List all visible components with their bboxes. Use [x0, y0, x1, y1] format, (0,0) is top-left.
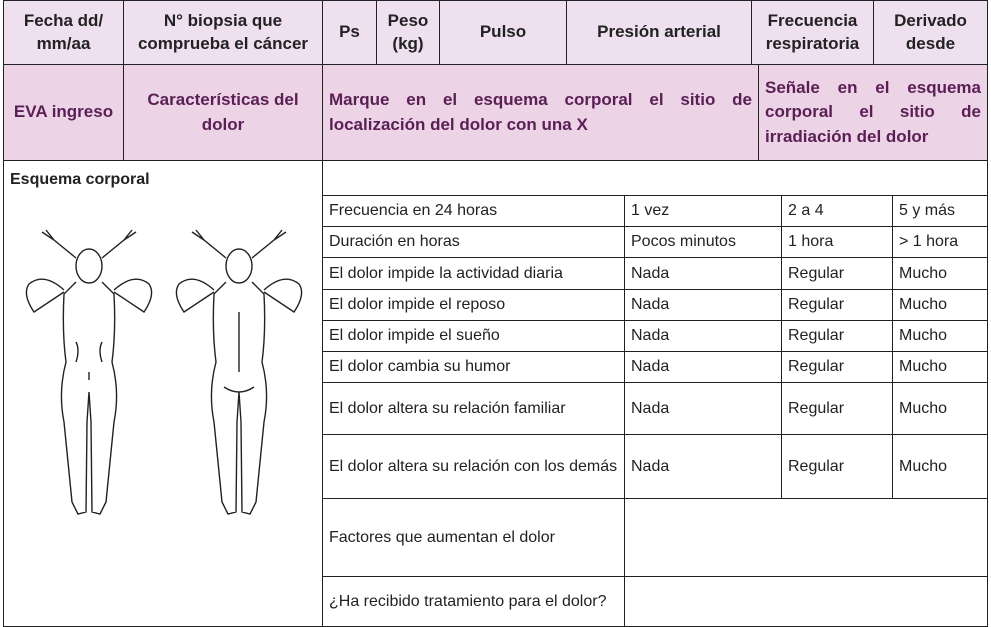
- table-cell: Regular: [781, 257, 893, 290]
- table-cell: Mucho: [892, 351, 988, 383]
- table-cell: Mucho: [892, 257, 988, 290]
- header-cell: Pulso: [439, 0, 567, 65]
- table-cell: Mucho: [892, 382, 988, 435]
- table-cell: El dolor impide el sueño: [322, 320, 625, 352]
- table-cell: 2 a 4: [781, 195, 893, 227]
- table-cell: > 1 hora: [892, 226, 988, 258]
- table-cell: El dolor altera su relación familiar: [322, 382, 625, 435]
- table-cell: Mucho: [892, 320, 988, 352]
- table-cell: Factores que aumentan el dolor: [322, 498, 625, 577]
- header-cell: Presión arterial: [566, 0, 752, 65]
- subheader-cell: EVA ingreso: [3, 64, 124, 161]
- header-cell: Derivado desde: [873, 0, 988, 65]
- table-cell: ¿Ha recibido tratamiento para el dolor?: [322, 576, 625, 627]
- table-cell: El dolor altera su relación con los demá…: [322, 434, 625, 499]
- subheader-cell: Características del dolor: [123, 64, 323, 161]
- table-cell: Pocos minutos: [624, 226, 782, 258]
- table-cell: Mucho: [892, 434, 988, 499]
- table-cell: Regular: [781, 289, 893, 321]
- header-cell: Fecha dd/ mm/aa: [3, 0, 124, 65]
- blank-cell: [624, 498, 988, 577]
- blank-cell: [624, 576, 988, 627]
- table-cell: 1 hora: [781, 226, 893, 258]
- table-cell: El dolor impide el reposo: [322, 289, 625, 321]
- table-cell: Duración en horas: [322, 226, 625, 258]
- table-cell: Nada: [624, 289, 782, 321]
- table-cell: El dolor cambia su humor: [322, 351, 625, 383]
- table-cell: 5 y más: [892, 195, 988, 227]
- table-cell: 1 vez: [624, 195, 782, 227]
- table-cell: Regular: [781, 382, 893, 435]
- table-cell: Regular: [781, 434, 893, 499]
- subheader-cell: Señale en el esquema corporal el sitio d…: [758, 64, 988, 161]
- table-cell: Regular: [781, 351, 893, 383]
- body-diagram: [25, 229, 303, 515]
- table-cell: Nada: [624, 351, 782, 383]
- header-cell: Peso (kg): [376, 0, 440, 65]
- header-cell: N° biopsia que comprueba el cáncer: [123, 0, 323, 65]
- table-cell: Nada: [624, 320, 782, 352]
- header-cell: Ps: [322, 0, 377, 65]
- table-cell: El dolor impide la actividad diaria: [322, 257, 625, 290]
- blank-cell: [322, 160, 988, 196]
- table-cell: Nada: [624, 257, 782, 290]
- table-cell: Regular: [781, 320, 893, 352]
- table-cell: Mucho: [892, 289, 988, 321]
- subheader-cell: Marque en el esquema corporal el sitio d…: [322, 64, 759, 161]
- table-cell: Nada: [624, 434, 782, 499]
- table-cell: Frecuencia en 24 horas: [322, 195, 625, 227]
- header-cell: Frecuencia respiratoria: [751, 0, 874, 65]
- table-cell: Nada: [624, 382, 782, 435]
